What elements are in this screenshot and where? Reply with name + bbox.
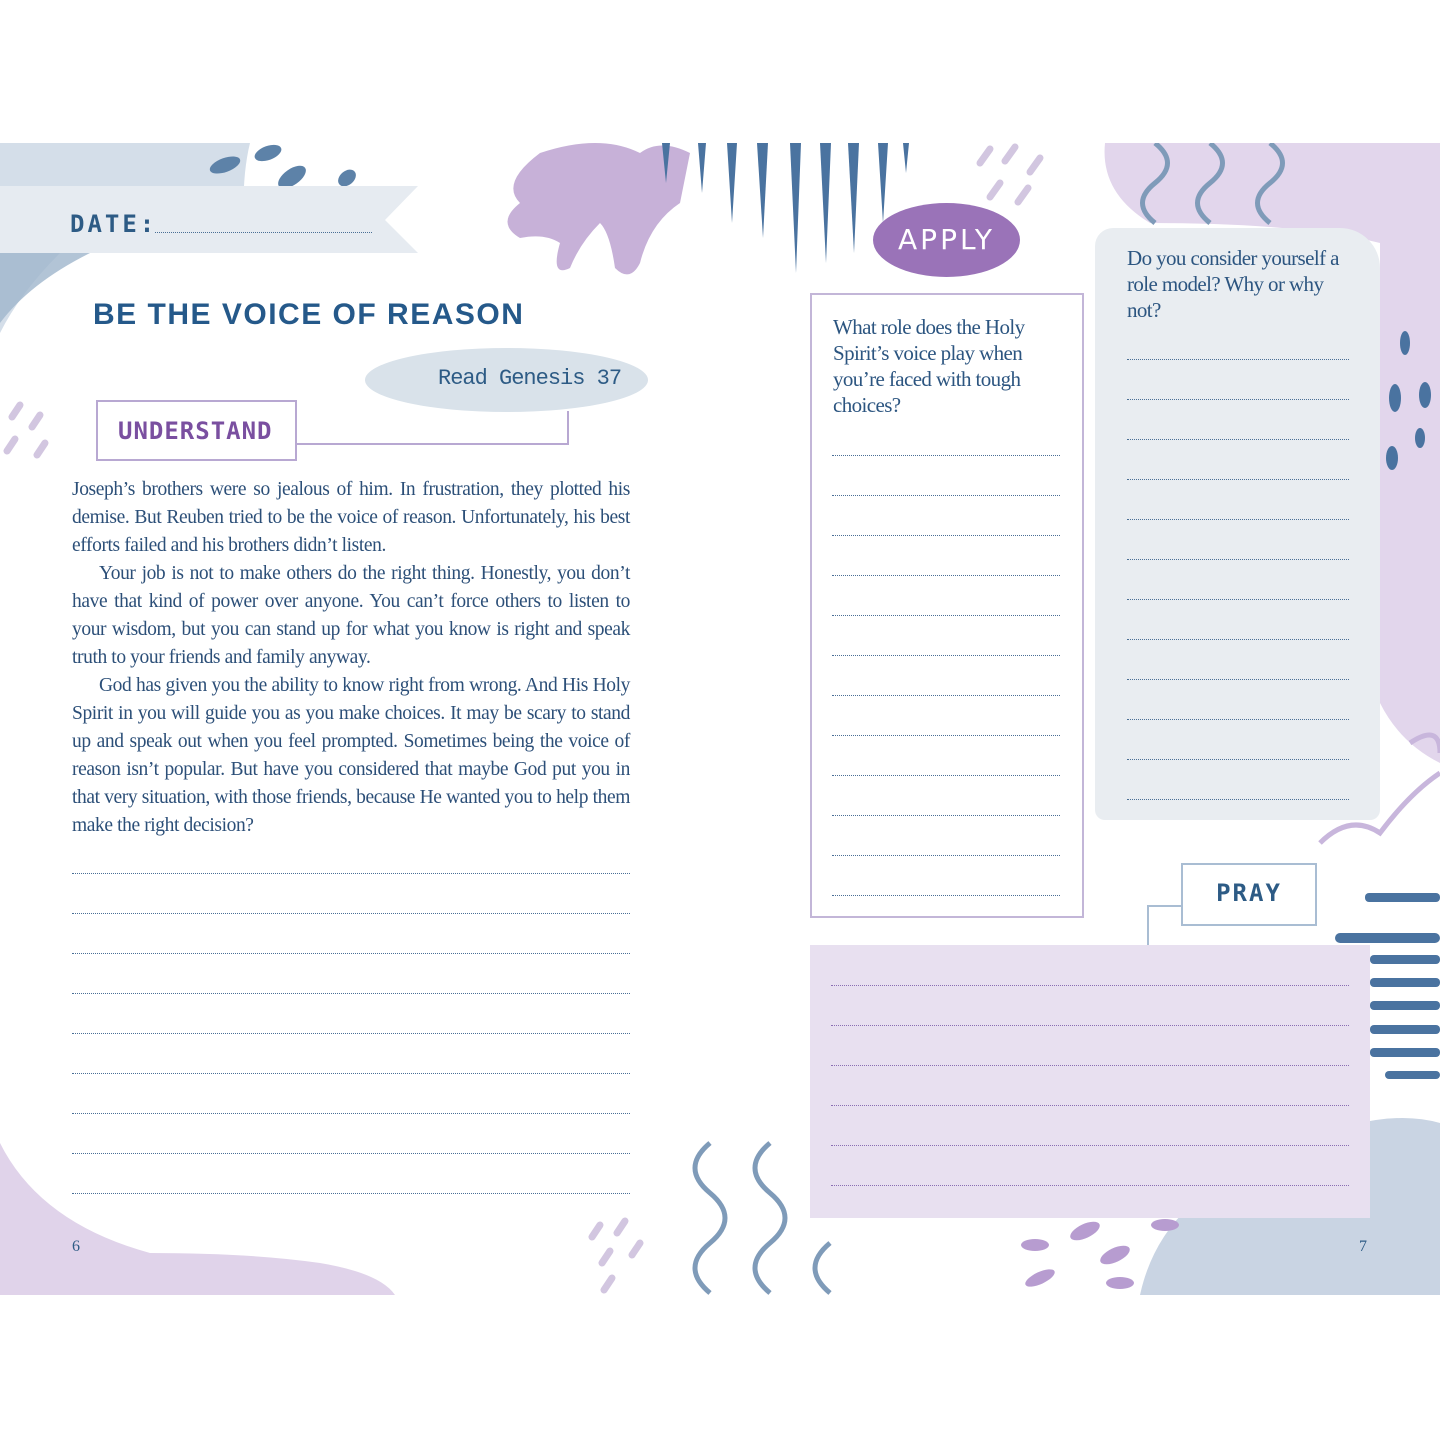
pray-box — [1181, 863, 1317, 926]
understand-writing-line[interactable] — [72, 953, 630, 954]
pray-writing-line[interactable] — [831, 1025, 1349, 1026]
apply-writing-line[interactable] — [832, 615, 1060, 616]
apply-writing-line[interactable] — [832, 495, 1060, 496]
understand-writing-line[interactable] — [72, 1073, 630, 1074]
role-model-writing-line[interactable] — [1127, 639, 1349, 640]
role-model-writing-line[interactable] — [1127, 519, 1349, 520]
role-model-writing-line[interactable] — [1127, 439, 1349, 440]
scripture-reference: Read Genesis 37 — [438, 366, 622, 391]
paragraph: God has given you the ability to know ri… — [72, 675, 630, 836]
apply-writing-line[interactable] — [832, 815, 1060, 816]
apply-question: What role does the Holy Spirit’s voice p… — [833, 315, 1025, 417]
page-title: BE THE VOICE OF REASON — [93, 298, 525, 331]
role-model-writing-line[interactable] — [1127, 599, 1349, 600]
understand-label: UNDERSTAND — [118, 417, 273, 445]
apply-answer-box — [810, 293, 1084, 918]
understand-writing-line[interactable] — [72, 873, 630, 874]
connector-line — [297, 411, 569, 445]
understand-writing-line[interactable] — [72, 1113, 630, 1114]
pray-writing-line[interactable] — [831, 1145, 1349, 1146]
understand-writing-line[interactable] — [72, 913, 630, 914]
apply-writing-line[interactable] — [832, 695, 1060, 696]
understand-writing-line[interactable] — [72, 1193, 630, 1194]
role-model-writing-line[interactable] — [1127, 799, 1349, 800]
pray-area — [810, 945, 1370, 1218]
pray-writing-line[interactable] — [831, 1185, 1349, 1186]
understand-writing-line[interactable] — [72, 993, 630, 994]
role-model-writing-line[interactable] — [1127, 479, 1349, 480]
scripture-blob — [365, 348, 648, 412]
pray-label: PRAY — [1216, 879, 1282, 907]
understand-writing-line[interactable] — [72, 1153, 630, 1154]
role-model-writing-line[interactable] — [1127, 399, 1349, 400]
pray-writing-line[interactable] — [831, 985, 1349, 986]
role-model-writing-line[interactable] — [1127, 759, 1349, 760]
role-model-question: Do you consider yourself a role model? W… — [1127, 246, 1339, 322]
role-model-writing-line[interactable] — [1127, 359, 1349, 360]
apply-writing-line[interactable] — [832, 735, 1060, 736]
paragraph: Joseph’s brothers were so jealous of him… — [72, 479, 630, 556]
apply-writing-line[interactable] — [832, 455, 1060, 456]
pray-writing-line[interactable] — [831, 1065, 1349, 1066]
role-model-writing-line[interactable] — [1127, 719, 1349, 720]
role-model-writing-line[interactable] — [1127, 559, 1349, 560]
pray-writing-line[interactable] — [831, 1105, 1349, 1106]
paragraph: Your job is not to make others do the ri… — [72, 563, 630, 668]
apply-writing-line[interactable] — [832, 855, 1060, 856]
apply-writing-line[interactable] — [832, 655, 1060, 656]
pray-connector — [1147, 905, 1183, 945]
page-number-right: 7 — [1359, 1238, 1367, 1255]
page-number-left: 6 — [72, 1238, 80, 1255]
body-text: Joseph’s brothers were so jealous of him… — [72, 476, 630, 840]
apply-label: APPLY — [873, 203, 1020, 277]
role-model-writing-line[interactable] — [1127, 679, 1349, 680]
date-label: DATE: — [70, 210, 158, 238]
role-model-panel — [1095, 228, 1380, 820]
understand-writing-line[interactable] — [72, 1033, 630, 1034]
understand-box — [96, 400, 297, 461]
apply-writing-line[interactable] — [832, 575, 1060, 576]
date-line[interactable] — [155, 232, 372, 233]
apply-writing-line[interactable] — [832, 895, 1060, 896]
apply-writing-line[interactable] — [832, 775, 1060, 776]
apply-writing-line[interactable] — [832, 535, 1060, 536]
